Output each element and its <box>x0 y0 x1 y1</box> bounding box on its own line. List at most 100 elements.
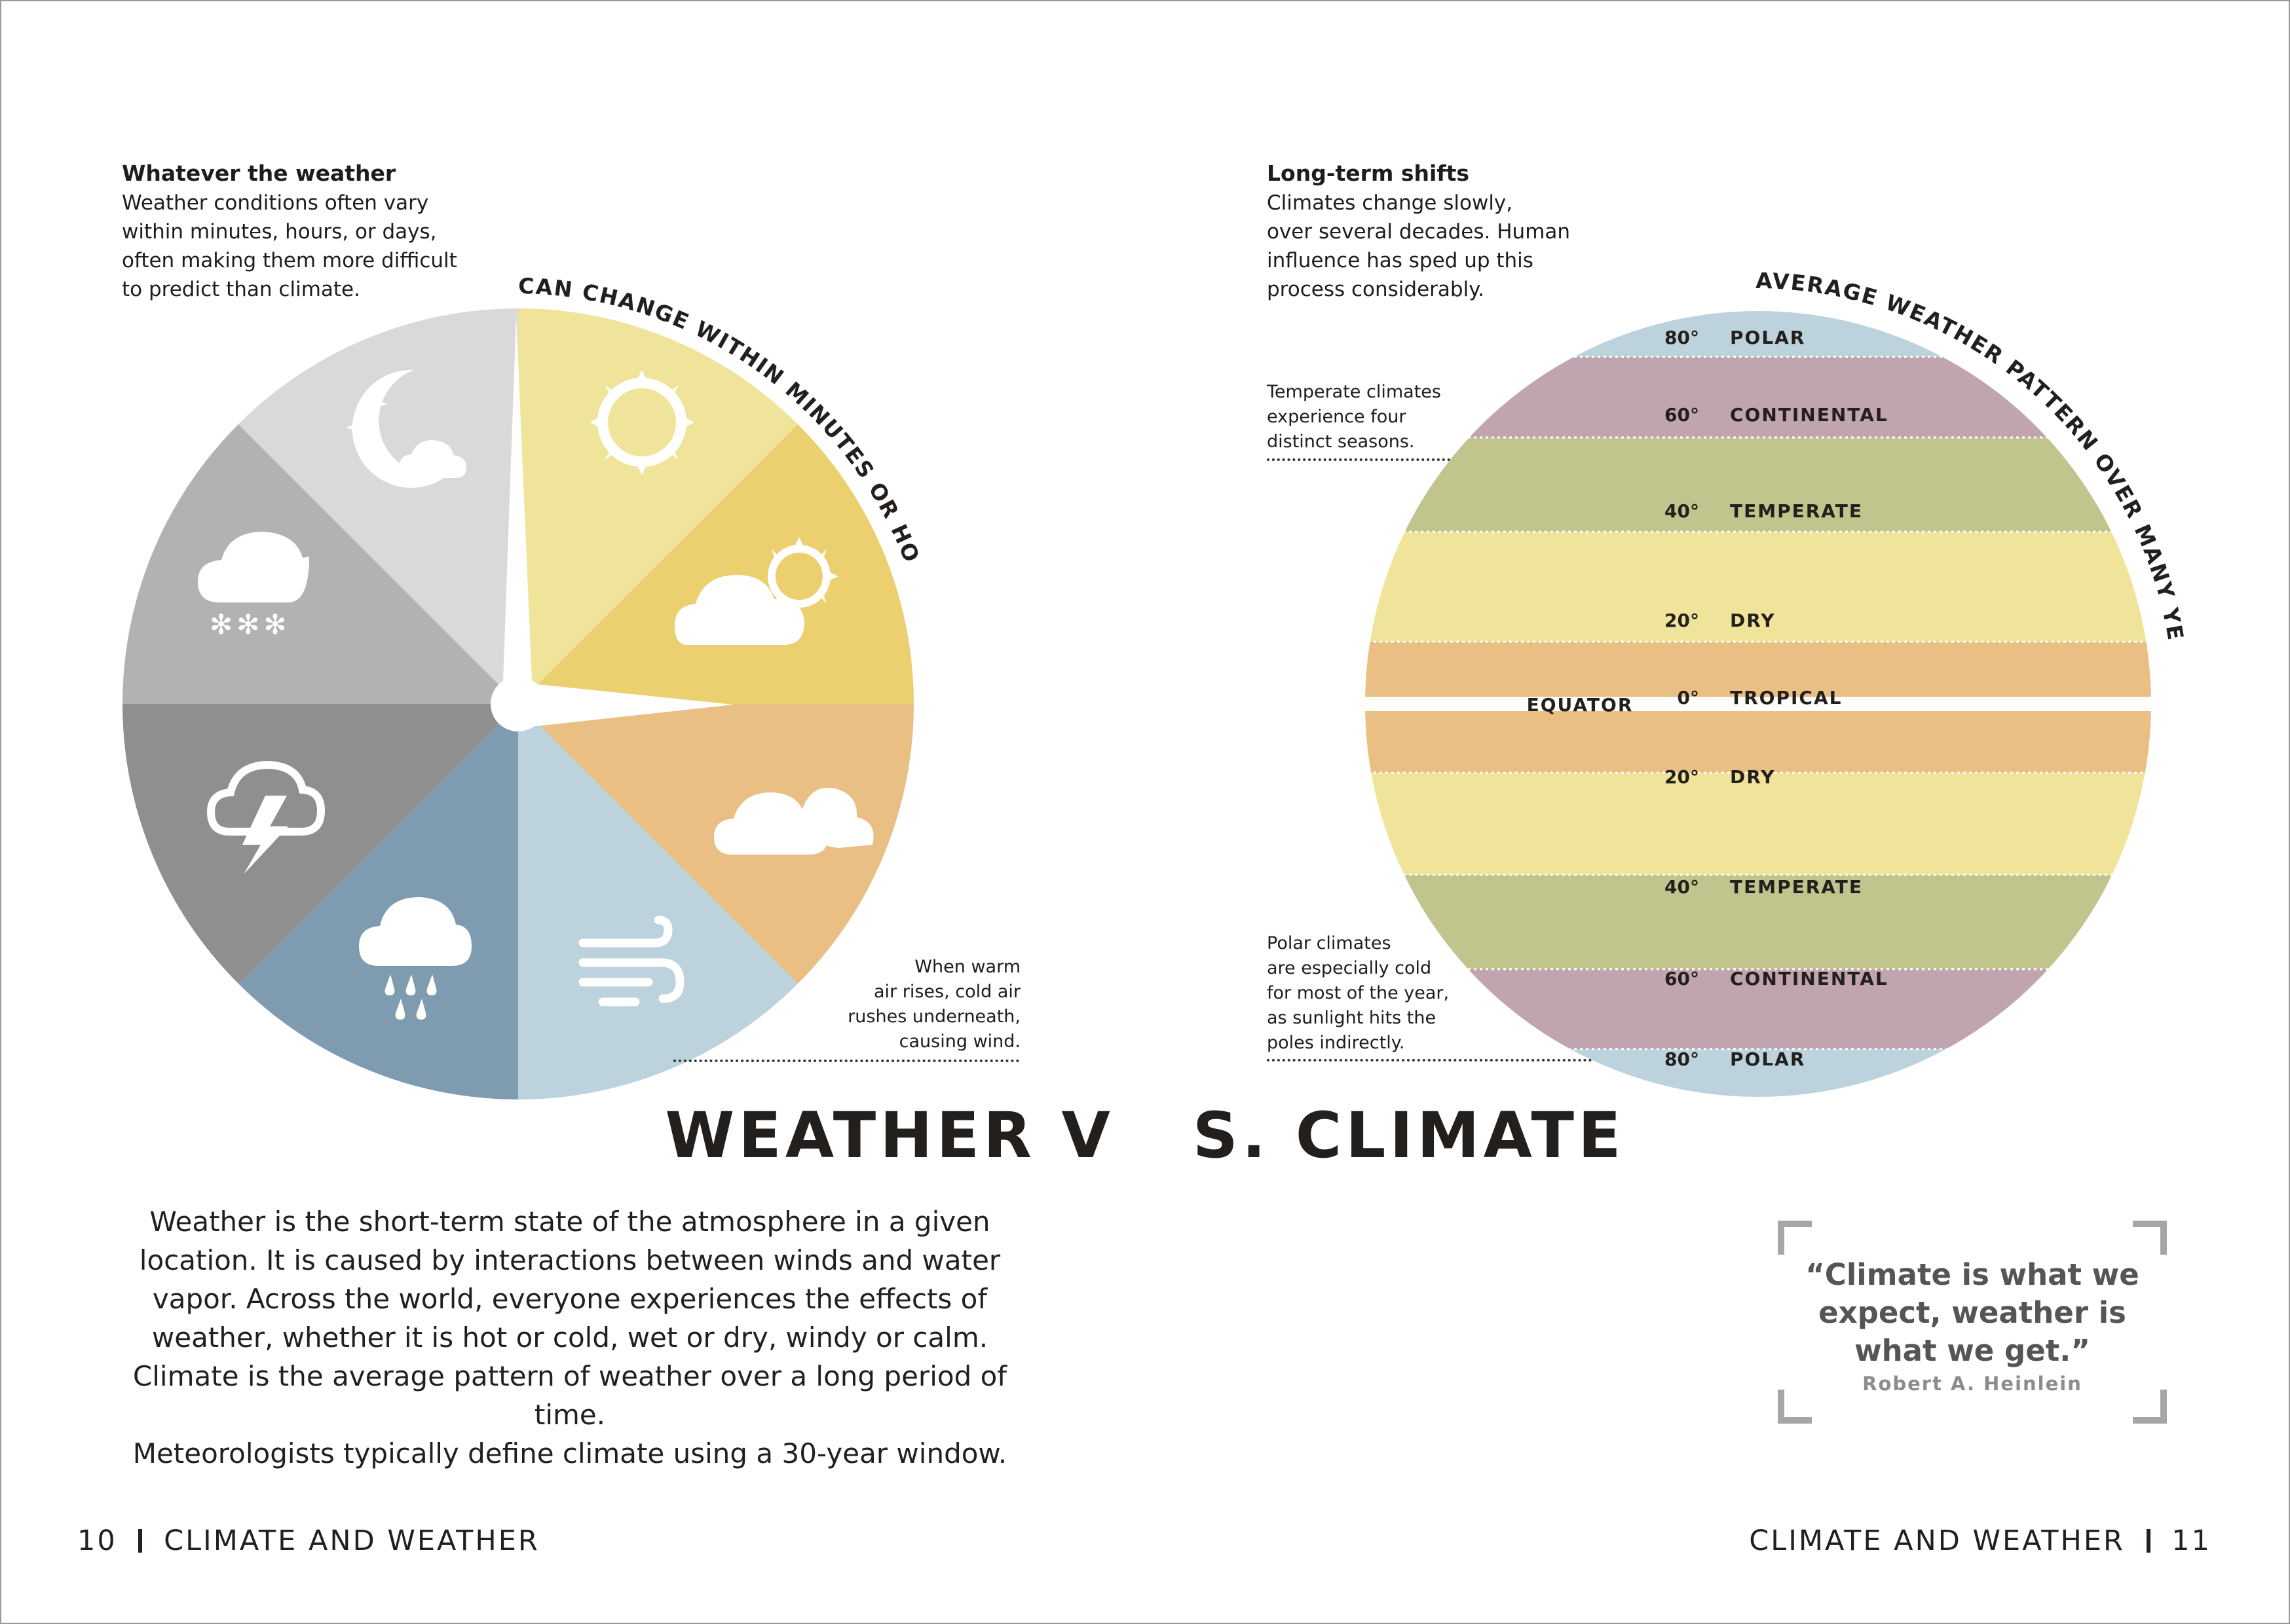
climate-band-dry <box>1365 773 2151 875</box>
wheel-segment-moon-cloud <box>238 308 518 704</box>
title-left: WEATHER V <box>665 1099 1114 1172</box>
wheel-segment-thunderstorm <box>122 704 518 984</box>
climate-note-heading: Long-term shifts <box>1267 160 1470 186</box>
polar-note-leader <box>1267 1059 1592 1061</box>
quote-line: expect, weather is <box>1818 1295 2126 1330</box>
weather-note: Whatever the weather Weather conditions … <box>122 158 457 304</box>
polar-note-line: Polar climates <box>1267 933 1391 953</box>
band-latitude-label: 40° <box>1664 500 1699 522</box>
intro-line: Weather is the short-term state of the a… <box>149 1206 990 1238</box>
weather-note-line: to predict than climate. <box>122 278 360 301</box>
band-zone-label: CONTINENTAL <box>1730 404 1888 426</box>
climate-note-line: influence has sped up this <box>1267 249 1533 272</box>
band-latitude-label: 20° <box>1664 766 1699 788</box>
footer-right: CLIMATE AND WEATHER 11 <box>1749 1524 2211 1557</box>
clock-minute-hand <box>518 682 734 728</box>
temperate-note-line: experience four <box>1267 407 1406 427</box>
climate-band-temperate <box>1365 437 2151 532</box>
weather-note-line: Weather conditions often vary <box>122 191 429 215</box>
climate-globe: 80° POLAR 60° CONTINENTAL 40° TEMPERATE 20° DRY… <box>1212 262 2188 1097</box>
band-zone-label: POLAR <box>1730 327 1805 348</box>
right-page-number: 11 <box>2171 1524 2211 1557</box>
climate-note: Long-term shifts Climates change slowly,… <box>1267 158 1570 304</box>
band-zone-label: DRY <box>1730 610 1776 631</box>
sun-behind-cloud-icon <box>675 537 838 645</box>
polar-note-line: for most of the year, <box>1267 983 1450 1003</box>
left-running-head: CLIMATE AND WEATHER <box>164 1524 540 1557</box>
clock-hour-hand <box>503 316 532 681</box>
intro-line: weather, whether it is hot or cold, wet … <box>151 1321 988 1354</box>
page-title: WEATHER V S. CLIMATE <box>0 1099 2290 1172</box>
band-latitude-label: 20° <box>1664 610 1699 631</box>
wind-note-line: When warm <box>914 957 1021 977</box>
band-zone-label: TEMPERATE <box>1730 876 1863 898</box>
polar-note-line: as sunlight hits the <box>1267 1008 1436 1028</box>
wheel-segment-wind <box>518 704 798 1099</box>
moon-cloud-icon <box>345 369 466 488</box>
quote-author: Robert A. Heinlein <box>1862 1373 2082 1395</box>
quote-bracket-frame <box>1778 1221 2167 1424</box>
weather-note-heading: Whatever the weather <box>122 160 396 186</box>
svg-text:✻✻✻: ✻✻✻ <box>210 608 291 640</box>
quote-line: “Climate is what we <box>1805 1257 2139 1292</box>
wheel-segment-sun <box>518 308 798 704</box>
intro-line: Climate is the average pattern of weathe… <box>132 1360 1007 1431</box>
sun-icon <box>590 370 694 475</box>
temperate-note-leader <box>1267 458 1450 461</box>
quote-line: what we get.” <box>1854 1333 2090 1368</box>
thunderstorm-icon <box>206 760 326 874</box>
weather-wheel: CAN CHANGE WITHIN MINUTES OR HOURS <box>0 0 924 1099</box>
climate-band-temperate <box>1365 875 2151 969</box>
intro-line: location. It is caused by interactions b… <box>139 1244 1001 1276</box>
band-zone-label: POLAR <box>1730 1048 1805 1070</box>
wheel-segment-rain-cloud <box>238 704 518 1099</box>
equator-label: EQUATOR <box>1527 694 1634 716</box>
wheel-segment-snow-cloud <box>122 424 518 704</box>
quote-box: “Climate is what we expect, weather is w… <box>1778 1221 2167 1424</box>
band-zone-label: DRY <box>1730 766 1776 788</box>
wind-note: When warm air rises, cold air rushes und… <box>812 955 1021 1054</box>
left-page-number: 10 <box>77 1524 117 1557</box>
temperate-note-line: distinct seasons. <box>1267 432 1415 452</box>
wind-note-line: air rises, cold air <box>874 982 1021 1002</box>
footer-divider <box>2146 1529 2150 1553</box>
climate-note-line: process considerably. <box>1267 278 1484 301</box>
polar-note-line: are especially cold <box>1267 958 1432 978</box>
footer-left: 10 CLIMATE AND WEATHER <box>77 1524 540 1557</box>
intro-line: vapor. Across the world, everyone experi… <box>152 1283 988 1315</box>
band-latitude-label: 60° <box>1664 404 1699 426</box>
band-zone-label: CONTINENTAL <box>1730 968 1888 989</box>
snow-cloud-icon: ✻✻✻ <box>198 532 309 640</box>
intro-paragraph: Weather is the short-term state of the a… <box>111 1202 1028 1473</box>
footer-divider <box>138 1529 143 1553</box>
wind-note-line: rushes underneath, <box>848 1006 1021 1027</box>
weather-note-line: often making them more difficult <box>122 249 457 272</box>
temperate-note-line: Temperate climates <box>1267 382 1441 402</box>
climate-note-line: Climates change slowly, <box>1267 191 1513 215</box>
polar-note-line: poles indirectly. <box>1267 1033 1405 1053</box>
clock-center <box>491 676 546 731</box>
climate-note-line: over several decades. Human <box>1267 220 1571 244</box>
weather-note-line: within minutes, hours, or days, <box>122 220 437 244</box>
climate-band-dry <box>1365 532 2151 642</box>
title-right: S. CLIMATE <box>1192 1099 1625 1172</box>
band-latitude-label: 80° <box>1664 327 1699 348</box>
intro-line: Meteorologists typically define climate … <box>132 1437 1007 1469</box>
band-latitude-label: 80° <box>1664 1048 1699 1070</box>
wheel-segment-sun-behind-cloud <box>518 424 914 704</box>
wind-note-line: causing wind. <box>899 1031 1021 1052</box>
equator-line <box>1365 697 2151 711</box>
band-latitude-label: 0° <box>1678 687 1699 709</box>
wind-icon <box>578 915 685 1006</box>
band-latitude-label: 40° <box>1664 876 1699 898</box>
polar-note: Polar climates are especially cold for m… <box>1267 931 1449 1056</box>
wind-note-leader <box>673 1060 1019 1062</box>
rain-cloud-icon <box>359 897 472 1020</box>
temperate-note: Temperate climates experience four disti… <box>1267 380 1441 454</box>
cloudy-icon <box>714 788 874 855</box>
band-zone-label: TROPICAL <box>1730 687 1842 709</box>
band-zone-label: TEMPERATE <box>1730 500 1863 522</box>
quote-text: “Climate is what we expect, weather is w… <box>1778 1256 2167 1370</box>
right-running-head: CLIMATE AND WEATHER <box>1749 1524 2125 1557</box>
